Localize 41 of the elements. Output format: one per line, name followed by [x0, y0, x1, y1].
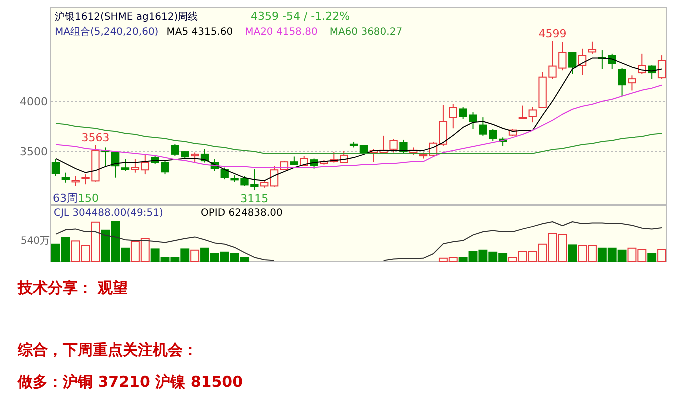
- candlestick: [449, 104, 458, 130]
- text: 综合，下周重点关注机会：: [17, 341, 198, 359]
- line-series: [56, 84, 662, 168]
- candlestick: [400, 139, 408, 154]
- y-tick-label: 4000: [20, 95, 48, 108]
- candlestick: [52, 158, 60, 177]
- candlestick: [528, 107, 537, 124]
- candlestick: [72, 176, 80, 187]
- candlestick: [121, 158, 130, 172]
- candlestick: [628, 75, 636, 92]
- text: CJL 304488.00(49:51): [54, 208, 164, 219]
- annotation: 3563: [82, 131, 110, 144]
- candlestick: [618, 68, 626, 97]
- text: MA20 4158.80: [245, 27, 318, 38]
- candlestick: [568, 52, 577, 75]
- candlestick: [270, 166, 279, 188]
- candlestick: [518, 105, 528, 120]
- text: 技术分享： 观望: [17, 279, 128, 297]
- bar: [568, 244, 578, 262]
- legend-title: MA组合(5,240,20,60): [55, 26, 159, 38]
- text: MA5 4315.60: [166, 27, 234, 38]
- text: OPID 624838.00: [201, 208, 283, 219]
- chart-title: 沪银1612(SHME ag1612)周线: [55, 11, 198, 23]
- text: 540万: [20, 236, 50, 247]
- candlestick: [439, 104, 448, 146]
- annotation: 63周: [53, 192, 78, 205]
- candlestick: [220, 167, 229, 180]
- bar: [648, 254, 657, 262]
- candlestick: [62, 172, 70, 184]
- candlestick: [390, 138, 398, 154]
- chart-subtitle: 4359 -54 / -1.22%: [251, 10, 350, 23]
- annotation: 3115: [240, 192, 269, 206]
- text: 做多：沪铜 37210 沪镍 81500: [17, 373, 244, 391]
- annotation: 4599: [538, 27, 567, 40]
- y-tick-label: 3500: [20, 146, 48, 159]
- candlestick: [190, 152, 200, 164]
- candlestick: [141, 154, 150, 176]
- annotation: 150: [78, 192, 99, 205]
- text: MA60 3680.27: [330, 27, 403, 38]
- candlestick: [131, 158, 140, 174]
- candlestick: [588, 41, 597, 54]
